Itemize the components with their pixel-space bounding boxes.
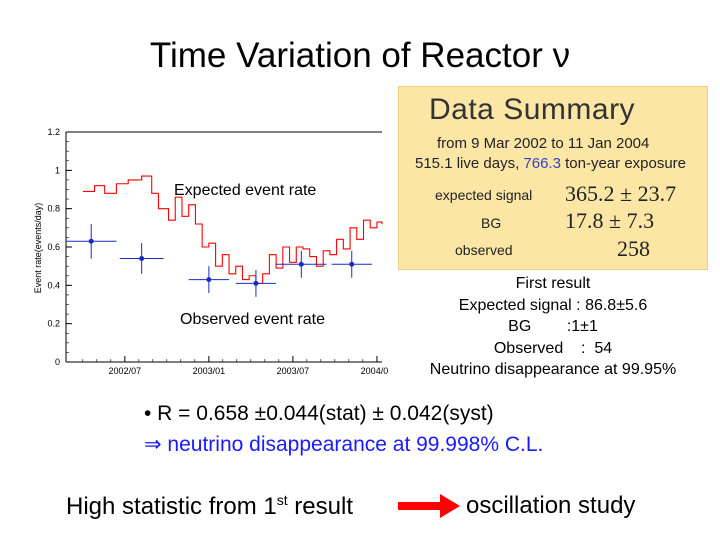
right-arrow-icon [398, 494, 460, 518]
first-result-title: First result [398, 273, 708, 295]
observed-value: 258 [617, 236, 650, 262]
y-tick-label: 0.8 [47, 204, 60, 214]
y-tick-label: 0 [55, 357, 60, 367]
annotation-expected: Expected event rate [174, 182, 316, 199]
y-tick-label: 1.2 [47, 127, 60, 137]
observed-point [253, 281, 258, 286]
x-tick-label: 2003/07 [277, 366, 310, 374]
y-tick-label: 1 [55, 165, 60, 175]
expected-signal-value: 365.2 ± 23.7 [565, 181, 676, 207]
y-axis-label: Event rate(events/day) [33, 203, 43, 294]
observed-rate-series [66, 224, 372, 297]
summary-live-days: 515.1 live days, 766.3 ton-year exposure [415, 155, 686, 172]
observed-point [206, 277, 211, 282]
summary-date-range: from 9 Mar 2002 to 11 Jan 2004 [437, 135, 649, 152]
y-tick-label: 0.6 [47, 242, 60, 252]
x-tick-label: 2002/07 [109, 366, 142, 374]
first-result-bg: BG :1±1 [398, 316, 708, 338]
bottom-left-text: High statistic from 1st result [66, 492, 353, 521]
y-tick-label: 0.2 [47, 319, 60, 329]
observed-point [89, 239, 94, 244]
observed-point [349, 262, 354, 267]
first-result-expected: Expected signal : 86.8±5.6 [398, 295, 708, 317]
disappearance-cl-line: ⇒ neutrino disappearance at 99.998% C.L. [144, 432, 543, 457]
summary-heading: Data Summary [429, 93, 635, 127]
first-result-block: First result Expected signal : 86.8±5.6 … [398, 273, 708, 381]
first-result-observed: Observed : 54 [398, 338, 708, 360]
annotation-observed: Observed event rate [180, 311, 325, 328]
expected-signal-label: expected signal [435, 187, 532, 203]
bg-label: BG [481, 215, 501, 231]
x-tick-label: 2004/01 [361, 366, 388, 374]
bg-value: 17.8 ± 7.3 [565, 208, 654, 234]
y-tick-label: 0.4 [47, 280, 60, 290]
ratio-bullet: • R = 0.658 ±0.044(stat) ± 0.042(syst) [144, 402, 494, 426]
slide-title: Time Variation of Reactor ν [0, 36, 720, 76]
x-tick-label: 2003/01 [193, 366, 226, 374]
event-rate-chart: 0 0.2 0.4 0.6 0.8 1 1.2 2002/07 2003/01 2003/07 20… [28, 122, 388, 374]
observed-point [299, 262, 304, 267]
bottom-right-text: oscillation study [466, 492, 635, 520]
observed-point [139, 256, 144, 261]
data-summary-panel: Data Summary from 9 Mar 2002 to 11 Jan 2… [398, 86, 708, 270]
first-result-disappearance: Neutrino disappearance at 99.95% [398, 359, 708, 381]
exposure-value: 766.3 [523, 155, 561, 172]
observed-label: observed [455, 242, 513, 258]
